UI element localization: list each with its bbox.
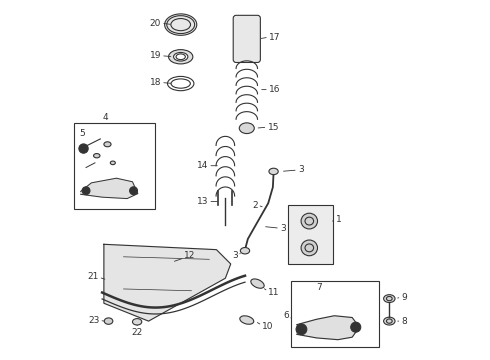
Ellipse shape	[173, 53, 188, 61]
Bar	[288, 205, 333, 264]
Text: 7: 7	[317, 283, 322, 292]
Text: 9: 9	[401, 293, 407, 302]
Ellipse shape	[251, 279, 264, 288]
Circle shape	[79, 144, 88, 153]
Text: 23: 23	[88, 316, 99, 325]
Text: 19: 19	[149, 51, 161, 60]
Circle shape	[82, 187, 90, 195]
FancyBboxPatch shape	[233, 15, 260, 63]
Text: 6: 6	[283, 311, 289, 320]
Ellipse shape	[169, 50, 193, 64]
Text: 12: 12	[184, 251, 196, 260]
Ellipse shape	[384, 317, 395, 325]
Circle shape	[130, 187, 138, 195]
Ellipse shape	[104, 142, 111, 147]
Ellipse shape	[240, 316, 254, 324]
Text: 16: 16	[269, 85, 280, 94]
Circle shape	[296, 324, 307, 335]
Text: 5: 5	[79, 129, 85, 138]
Text: 21: 21	[87, 272, 98, 281]
Polygon shape	[81, 178, 138, 199]
Text: 4: 4	[103, 113, 108, 122]
Ellipse shape	[94, 154, 100, 158]
Ellipse shape	[165, 14, 197, 35]
Circle shape	[351, 322, 361, 332]
Text: 1: 1	[336, 215, 342, 224]
Ellipse shape	[269, 168, 278, 175]
Ellipse shape	[104, 318, 113, 324]
Ellipse shape	[301, 240, 318, 256]
Text: 3: 3	[298, 166, 304, 175]
Bar	[292, 281, 379, 347]
Ellipse shape	[384, 295, 395, 302]
Text: 3: 3	[232, 251, 238, 260]
Text: 14: 14	[197, 161, 208, 170]
Text: 13: 13	[196, 197, 208, 206]
Text: 10: 10	[262, 322, 273, 331]
Text: 17: 17	[269, 33, 280, 42]
Text: 3: 3	[280, 224, 286, 233]
Text: 2: 2	[252, 201, 258, 210]
Ellipse shape	[239, 123, 254, 134]
Text: 8: 8	[401, 316, 407, 325]
Ellipse shape	[301, 213, 318, 229]
Bar	[74, 123, 155, 208]
Ellipse shape	[110, 161, 115, 165]
Text: 20: 20	[149, 19, 161, 28]
Ellipse shape	[132, 319, 142, 325]
Polygon shape	[104, 244, 231, 321]
Ellipse shape	[241, 248, 249, 254]
Text: 15: 15	[268, 123, 279, 132]
Polygon shape	[297, 316, 359, 340]
Text: 11: 11	[268, 288, 280, 297]
Text: 22: 22	[131, 328, 143, 337]
Text: 18: 18	[149, 78, 161, 87]
